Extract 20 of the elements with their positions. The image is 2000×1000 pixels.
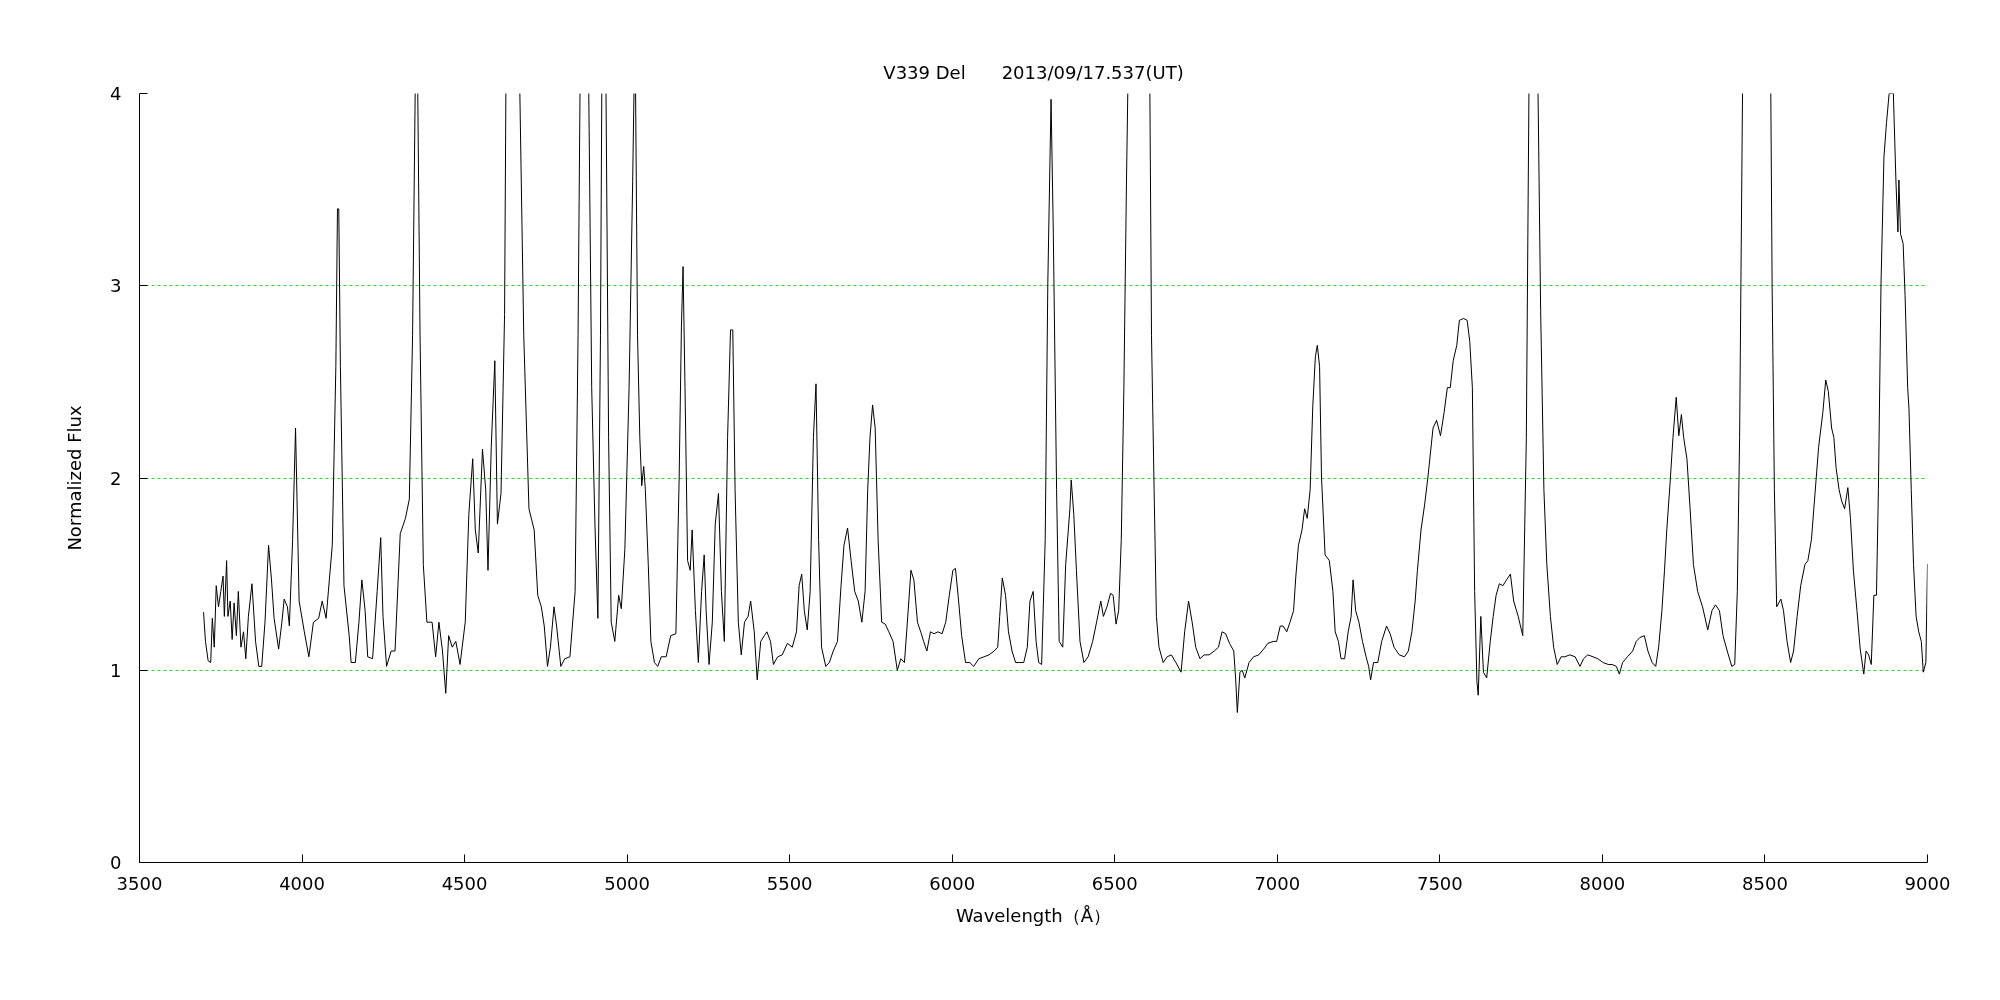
x-tick-label: 7000 <box>1254 872 1301 894</box>
x-tick-label: 5500 <box>766 872 813 894</box>
y-axis-title: Normalized Flux <box>64 405 86 551</box>
y-tick-label: 3 <box>110 275 122 297</box>
x-axis-title: Wavelength（Å） <box>955 904 1112 926</box>
chart-title: V339 Del 2013/09/17.537(UT) <box>883 61 1184 83</box>
y-tick-label: 4 <box>110 83 122 104</box>
x-tick-label: 3500 <box>116 872 163 894</box>
y-tick-label: 2 <box>110 467 122 489</box>
x-tick-label: 9000 <box>1904 872 1951 894</box>
x-tick-label: 6500 <box>1091 872 1138 894</box>
x-tick-label: 4000 <box>279 872 325 894</box>
x-tick-label: 6000 <box>929 872 976 894</box>
x-tick-label: 5000 <box>604 872 651 894</box>
x-tick-label: 4500 <box>441 872 488 894</box>
y-tick-label: 0 <box>110 852 122 873</box>
y-tick-label: 1 <box>110 659 122 681</box>
x-tick-label: 8000 <box>1579 872 1626 894</box>
x-tick-label: 8500 <box>1742 872 1788 894</box>
x-tick-label: 7500 <box>1416 872 1463 894</box>
